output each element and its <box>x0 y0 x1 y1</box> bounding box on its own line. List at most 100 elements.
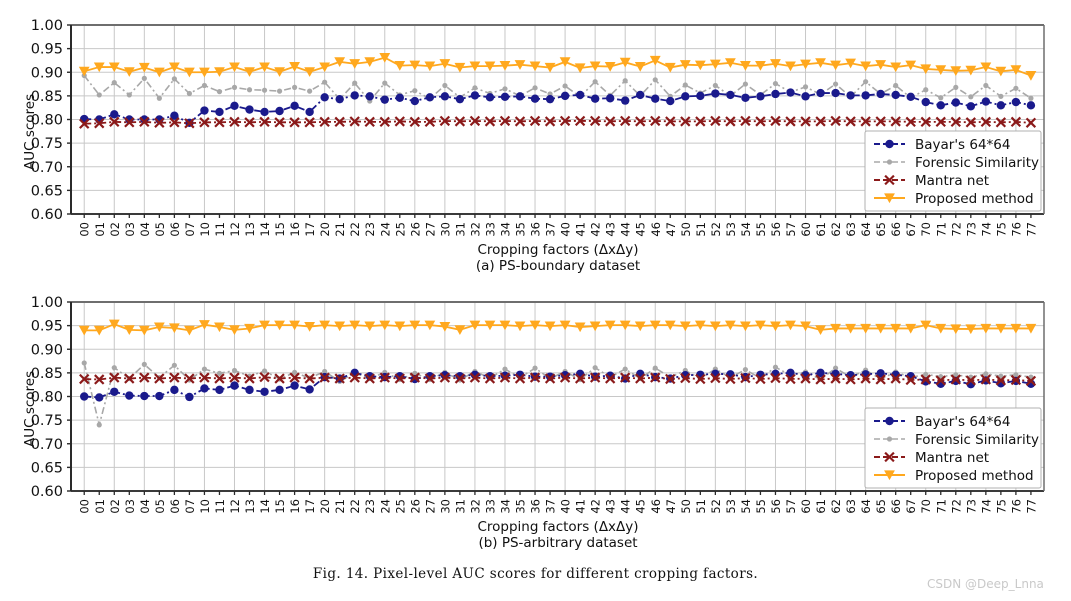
svg-text:20: 20 <box>318 222 332 237</box>
svg-text:44: 44 <box>619 499 633 514</box>
x-axis-label-a: Cropping factors (ΔxΔy) <box>477 242 639 258</box>
svg-text:74: 74 <box>979 499 993 514</box>
legend-label: Forensic Similarity <box>915 432 1039 448</box>
svg-text:0.75: 0.75 <box>31 136 63 152</box>
svg-text:56: 56 <box>769 222 783 237</box>
panel-caption-b: (b) PS-arbitrary dataset <box>478 535 638 551</box>
svg-text:62: 62 <box>829 222 843 237</box>
svg-text:36: 36 <box>529 499 543 514</box>
svg-text:0.65: 0.65 <box>31 460 63 476</box>
svg-text:51: 51 <box>694 499 708 514</box>
plot-area-b: 0.60 0.65 0.70 0.75 0.80 0.85 0.90 0.95 1.00 00 01… <box>31 295 1045 514</box>
svg-text:35: 35 <box>514 499 528 514</box>
svg-text:23: 23 <box>363 499 377 514</box>
svg-text:41: 41 <box>574 222 588 237</box>
svg-text:32: 32 <box>468 499 482 514</box>
legend-label: Mantra net <box>915 173 989 189</box>
watermark-text: CSDN @Deep_Lnna <box>927 577 1044 591</box>
svg-text:66: 66 <box>889 222 903 237</box>
svg-text:34: 34 <box>498 222 512 237</box>
svg-text:40: 40 <box>559 499 573 514</box>
svg-text:0.90: 0.90 <box>31 65 63 81</box>
svg-text:35: 35 <box>514 222 528 237</box>
svg-text:65: 65 <box>874 222 888 237</box>
svg-text:0.60: 0.60 <box>31 484 63 500</box>
svg-text:56: 56 <box>769 499 783 514</box>
svg-text:60: 60 <box>799 222 813 237</box>
svg-text:1.00: 1.00 <box>31 18 63 34</box>
svg-text:15: 15 <box>273 499 287 514</box>
svg-text:00: 00 <box>78 499 92 514</box>
svg-text:0.90: 0.90 <box>31 342 63 358</box>
chart-panel-b: AUC scores 0.60 0.65 0.70 0.75 0.80 0.85 0.90 0… <box>0 277 1071 551</box>
svg-text:23: 23 <box>363 222 377 237</box>
x-axis-label-b: Cropping factors (ΔxΔy) <box>477 519 639 535</box>
svg-text:24: 24 <box>378 222 392 237</box>
svg-text:06: 06 <box>168 499 182 514</box>
svg-text:41: 41 <box>574 499 588 514</box>
svg-text:30: 30 <box>438 222 452 237</box>
svg-text:54: 54 <box>739 499 753 514</box>
svg-text:63: 63 <box>844 499 858 514</box>
svg-text:64: 64 <box>859 499 873 514</box>
svg-text:1.00: 1.00 <box>31 295 63 311</box>
svg-text:02: 02 <box>108 222 122 237</box>
svg-text:17: 17 <box>303 222 317 237</box>
svg-text:50: 50 <box>679 499 693 514</box>
svg-text:0.75: 0.75 <box>31 413 63 429</box>
svg-text:13: 13 <box>243 499 257 514</box>
svg-text:12: 12 <box>228 222 242 237</box>
svg-text:72: 72 <box>949 499 963 514</box>
svg-text:62: 62 <box>829 499 843 514</box>
svg-text:67: 67 <box>904 499 918 514</box>
svg-text:77: 77 <box>1024 222 1038 237</box>
legend-label: Forensic Similarity <box>915 155 1039 171</box>
svg-text:0.85: 0.85 <box>31 366 63 382</box>
svg-text:52: 52 <box>709 499 723 514</box>
svg-text:16: 16 <box>288 222 302 237</box>
svg-text:50: 50 <box>679 222 693 237</box>
y-axis-label-a: AUC scores <box>22 93 38 170</box>
svg-text:30: 30 <box>438 499 452 514</box>
svg-text:10: 10 <box>198 499 212 514</box>
legend-label: Proposed method <box>915 468 1034 484</box>
svg-text:21: 21 <box>333 222 347 237</box>
svg-text:0.70: 0.70 <box>31 437 63 453</box>
svg-text:43: 43 <box>604 222 618 237</box>
svg-text:46: 46 <box>649 222 663 237</box>
svg-text:51: 51 <box>694 222 708 237</box>
svg-text:65: 65 <box>874 499 888 514</box>
svg-text:32: 32 <box>468 222 482 237</box>
svg-text:52: 52 <box>709 222 723 237</box>
svg-text:74: 74 <box>979 222 993 237</box>
series-mantra-net <box>79 115 1037 129</box>
svg-text:21: 21 <box>333 499 347 514</box>
svg-text:01: 01 <box>93 499 107 514</box>
svg-text:55: 55 <box>754 222 768 237</box>
svg-text:63: 63 <box>844 222 858 237</box>
svg-text:0.95: 0.95 <box>31 42 63 58</box>
svg-text:25: 25 <box>393 222 407 237</box>
svg-text:03: 03 <box>123 499 137 514</box>
svg-text:10: 10 <box>198 222 212 237</box>
svg-text:11: 11 <box>213 222 227 237</box>
svg-text:75: 75 <box>994 499 1008 514</box>
svg-text:66: 66 <box>889 499 903 514</box>
series-proposed-method <box>78 53 1037 81</box>
svg-text:11: 11 <box>213 499 227 514</box>
svg-text:47: 47 <box>664 499 678 514</box>
legend-label: Bayar's 64*64 <box>915 137 1011 153</box>
svg-text:47: 47 <box>664 222 678 237</box>
svg-text:06: 06 <box>168 222 182 237</box>
plot-area-a: 0.60 0.65 0.70 0.75 0.80 0.85 0.90 0.95 1.00 00 01… <box>31 18 1045 237</box>
svg-text:0.70: 0.70 <box>31 160 63 176</box>
svg-text:33: 33 <box>483 222 497 237</box>
svg-text:31: 31 <box>453 499 467 514</box>
svg-text:73: 73 <box>964 499 978 514</box>
svg-text:57: 57 <box>784 499 798 514</box>
svg-text:57: 57 <box>784 222 798 237</box>
svg-text:25: 25 <box>393 499 407 514</box>
svg-text:07: 07 <box>183 499 197 514</box>
svg-text:0.95: 0.95 <box>31 319 63 335</box>
